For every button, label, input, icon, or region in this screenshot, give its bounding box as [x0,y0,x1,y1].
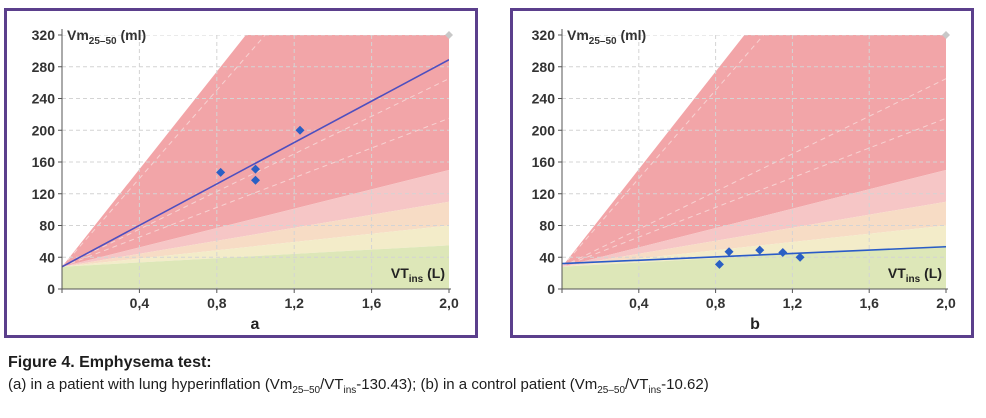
guide-line [62,35,266,268]
data-point [714,259,724,269]
y-tick-label: 160 [532,154,556,170]
x-tick-label: 2,0 [936,295,956,311]
data-point [295,125,305,135]
data-point [795,252,805,262]
y-axis-title-unit: (ml) [117,27,147,43]
x-axis-title-main: VT [888,265,906,281]
data-point [251,175,260,185]
y-tick-label: 280 [532,59,556,75]
caption-sub: ins [343,385,357,396]
x-axis-title-sub: ins [906,274,921,285]
zone-normal [562,245,946,289]
panel-label: b [750,316,760,333]
x-axis-title-sub: ins [409,274,424,285]
corner-marker [445,31,453,39]
guide-line [562,35,764,268]
x-tick-label: 2,0 [439,295,459,311]
zone-low [562,225,946,267]
y-tick-label: 40 [539,249,555,265]
x-axis-title-main: VT [391,265,409,281]
corner-marker [942,31,950,39]
zone-normal [62,245,449,289]
y-tick-label: 40 [39,249,55,265]
y-tick-label: 80 [39,218,55,234]
chart-panel-b: 0 40 80 120 160 200 240 280 320 0,4 0,8 1,2 1,6 2,0 Vm… [510,8,974,338]
y-tick-label: 120 [532,186,556,202]
y-axis-title-sub: 25–50 [589,36,617,47]
data-point [251,164,260,174]
data-point [216,167,226,177]
zone-borderline [562,201,946,267]
y-tick-label: 120 [32,186,56,202]
zone-borderline [62,201,449,267]
y-tick-label: 320 [32,27,56,43]
chart-panel-a: 0 40 80 120 160 200 240 280 320 0,4 0,8 1,2 1,6 2,0 Vm… [4,8,478,338]
x-tick-label: 1,6 [859,295,879,311]
caption-sub: 25–50 [292,385,321,396]
caption-body: (a) in a patient with lung hyperinflatio… [8,374,978,402]
caption-part: -10.62) [661,376,709,393]
y-axis-title-sub: 25–50 [89,36,117,47]
data-point [724,247,734,257]
caption-title: Figure 4. Emphysema test: [8,354,212,371]
y-tick-label: 240 [532,91,556,107]
y-tick-label: 320 [532,27,556,43]
y-tick-label: 0 [547,281,555,297]
x-axis-title-unit: (L) [920,265,942,281]
x-axis-title-unit: (L) [423,265,445,281]
guide-line [562,117,946,268]
y-axis-title-unit: (ml) [617,27,647,43]
y-tick-label: 240 [32,91,56,107]
caption-part: -130.43); (b) in a control patient (Vm [356,376,598,393]
guide-line [62,117,449,268]
y-axis-title: Vm25–50 (ml) [567,27,646,47]
y-axis-title: Vm25–50 (ml) [67,27,146,47]
y-tick-label: 280 [32,59,56,75]
plot-area [562,35,946,289]
x-tick-label: 1,2 [783,295,803,311]
y-tick-label: 200 [532,122,556,138]
x-tick-label: 0,8 [706,295,726,311]
x-axis-title: VTins (L) [888,265,942,285]
caption-sub: ins [648,385,662,396]
data-point [778,247,788,257]
regression-line [562,245,946,265]
chart-a: 0 40 80 120 160 200 240 280 320 0,4 0,8 1,2 1,6 2,0 Vm… [32,27,459,333]
y-tick-label: 0 [47,281,55,297]
zone-high-risk [562,35,946,267]
x-tick-label: 1,2 [284,295,304,311]
zone-low [62,225,449,267]
zone-high-risk [62,35,449,267]
y-axis-title-main: Vm [67,27,89,43]
x-tick-label: 0,8 [207,295,227,311]
data-point [755,245,765,255]
caption-part: /VT [625,376,649,393]
x-tick-label: 0,4 [629,295,649,311]
x-tick-label: 0,4 [130,295,150,311]
y-axis-title-main: Vm [567,27,589,43]
y-tick-label: 80 [539,218,555,234]
panel-label: a [251,316,260,333]
y-tick-label: 160 [32,154,56,170]
x-axis-title: VTins (L) [391,265,445,285]
caption-part: (a) in a patient with lung hyperinflatio… [8,376,293,393]
caption-sub: 25–50 [597,385,626,396]
x-tick-label: 1,6 [362,295,382,311]
figure-caption: Figure 4. Emphysema test: (a) in a patie… [8,352,978,402]
regression-line [62,59,449,268]
chart-b: 0 40 80 120 160 200 240 280 320 0,4 0,8 1,2 1,6 2,0 Vm… [532,27,956,333]
y-tick-label: 200 [32,122,56,138]
caption-part: /VT [320,376,344,393]
plot-area [62,35,449,289]
